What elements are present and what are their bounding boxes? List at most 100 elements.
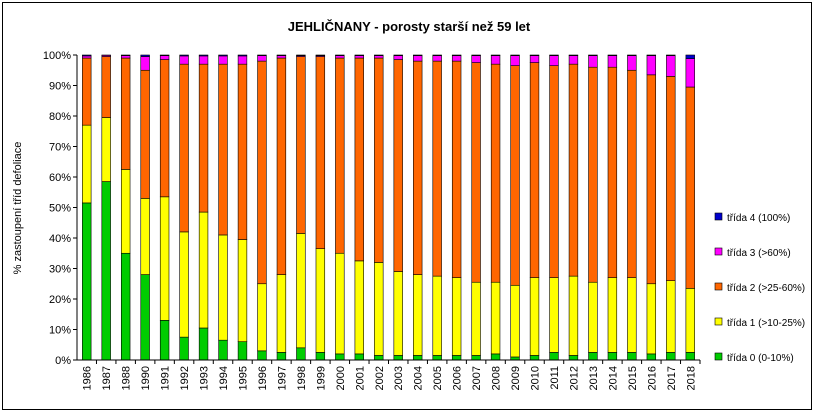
bar-segment xyxy=(354,260,364,355)
y-tick-label: 80% xyxy=(49,111,71,123)
bar-segment xyxy=(120,57,131,170)
bar-segment xyxy=(257,283,267,352)
bar-segment xyxy=(432,60,442,277)
bar-segment xyxy=(179,336,189,361)
legend-swatch xyxy=(714,317,723,326)
x-tick-label: 2006 xyxy=(452,366,464,390)
bar-segment xyxy=(510,284,520,358)
legend-label: třída 3 (>60%) xyxy=(727,248,791,259)
bar-segment xyxy=(471,62,481,283)
bar-segment xyxy=(393,59,403,272)
x-tick-label: 1997 xyxy=(276,366,288,390)
bar-segment xyxy=(568,355,579,361)
bar-segment xyxy=(451,55,462,62)
bar-segment xyxy=(432,355,442,361)
x-tick-label: 2015 xyxy=(627,366,639,390)
bar-segment xyxy=(257,350,267,361)
x-tick-label: 1987 xyxy=(101,366,113,390)
bar-segment xyxy=(666,76,676,282)
bar-segment xyxy=(179,231,189,338)
bar-segment xyxy=(666,54,676,56)
bar-segment xyxy=(179,63,189,233)
bar-segment xyxy=(588,66,598,283)
bar-segment xyxy=(627,277,637,353)
legend-label: třída 1 (>10-25%) xyxy=(727,318,805,329)
x-tick-label: 2004 xyxy=(413,366,425,390)
bar-segment xyxy=(666,280,676,353)
bar-segment xyxy=(607,55,618,68)
x-tick-label: 2000 xyxy=(335,366,347,390)
stacked-bar-chart: JEHLIČNANY - porosty starší než 59 let %… xyxy=(12,19,805,390)
y-axis-label: % zastoupení tříd defoliace xyxy=(12,142,24,275)
x-tick-label: 1998 xyxy=(296,366,308,390)
bar-segment xyxy=(646,55,657,76)
bar-segment xyxy=(451,355,462,361)
bar-segment xyxy=(276,55,287,59)
bar-segment xyxy=(432,275,442,356)
bar-segment xyxy=(198,54,209,57)
bar-segment xyxy=(529,54,540,56)
y-tick-label: 0% xyxy=(55,355,71,367)
bar-segment xyxy=(685,288,695,353)
bar-segment xyxy=(413,55,423,62)
x-tick-label: 2001 xyxy=(354,366,366,390)
bar-segment xyxy=(276,352,287,361)
x-tick-label: 1994 xyxy=(218,366,230,390)
bar-segment xyxy=(510,54,520,56)
bars-layer xyxy=(82,54,695,361)
bar-segment xyxy=(237,55,248,65)
bar-segment xyxy=(549,352,559,361)
bar-segment xyxy=(179,54,189,57)
bar-segment xyxy=(296,54,306,56)
bar-segment xyxy=(490,353,501,361)
bar-segment xyxy=(374,355,384,361)
x-tick-label: 2007 xyxy=(471,366,483,390)
bar-segment xyxy=(549,277,559,353)
bar-segment xyxy=(237,54,248,57)
bar-segment xyxy=(490,281,501,355)
bar-segment xyxy=(471,55,481,63)
bar-segment xyxy=(335,252,345,355)
bar-segment xyxy=(568,63,579,277)
chart-frame: JEHLIČNANY - porosty starší než 59 let %… xyxy=(2,2,812,410)
bar-segment xyxy=(218,339,228,361)
bar-segment xyxy=(140,69,150,199)
bar-segment xyxy=(685,86,695,289)
bar-segment xyxy=(218,55,228,65)
bar-segment xyxy=(685,352,695,361)
bar-segment xyxy=(335,54,345,56)
y-tick-label: 10% xyxy=(49,325,71,337)
bar-segment xyxy=(646,283,657,355)
legend-label: třída 2 (>25-60%) xyxy=(727,283,805,294)
x-tick-label: 1991 xyxy=(160,366,172,390)
bar-segment xyxy=(393,55,403,60)
x-axis: 1986 1987 1988 1990 1991 1992 1993 1994 1995 1996… xyxy=(77,359,701,390)
bar-segment xyxy=(101,56,111,118)
bar-segment xyxy=(354,55,364,59)
x-tick-label: 1990 xyxy=(140,366,152,390)
x-tick-label: 2011 xyxy=(549,366,561,390)
bar-segment xyxy=(218,54,228,57)
bar-segment xyxy=(627,352,637,361)
bar-segment xyxy=(276,57,287,275)
x-tick-label: 2018 xyxy=(685,366,697,390)
y-tick-label: 40% xyxy=(49,233,71,245)
x-tick-label: 1996 xyxy=(257,366,269,390)
x-tick-label: 1992 xyxy=(179,366,191,390)
y-tick-label: 60% xyxy=(49,172,71,184)
bar-segment xyxy=(315,54,326,56)
bar-segment xyxy=(198,63,209,213)
bar-segment xyxy=(315,248,326,353)
chart-title: JEHLIČNANY - porosty starší než 59 let xyxy=(288,19,531,34)
bar-segment xyxy=(510,55,520,66)
bar-segment xyxy=(237,341,248,361)
bar-segment xyxy=(529,55,540,63)
bar-segment xyxy=(374,57,384,263)
bar-segment xyxy=(82,55,92,59)
bar-segment xyxy=(451,277,462,356)
bar-segment xyxy=(588,55,598,68)
x-tick-label: 2016 xyxy=(646,366,658,390)
bar-segment xyxy=(315,352,326,361)
bar-segment xyxy=(120,55,131,59)
bar-segment xyxy=(159,320,170,361)
